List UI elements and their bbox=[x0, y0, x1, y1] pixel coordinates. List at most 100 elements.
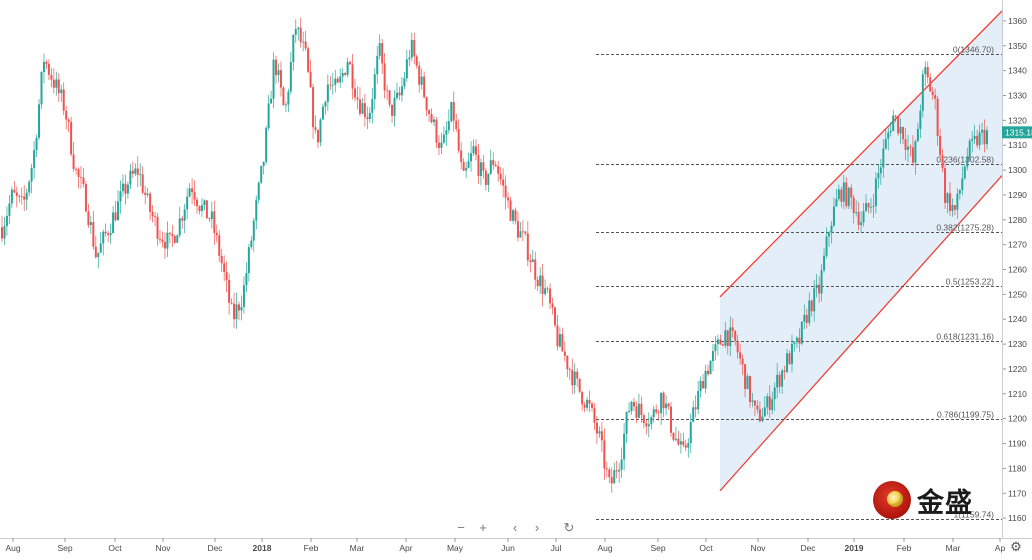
candle-body bbox=[144, 192, 147, 195]
candle-body bbox=[674, 438, 677, 440]
candle-body bbox=[324, 101, 327, 107]
candle-body bbox=[354, 88, 357, 98]
candle-body bbox=[60, 89, 63, 94]
candle-body bbox=[181, 218, 184, 221]
y-axis-tick-label: 1310 bbox=[1008, 140, 1027, 150]
candle-body bbox=[94, 246, 97, 258]
candle-body bbox=[556, 325, 559, 347]
candle-body bbox=[605, 468, 608, 470]
candle-body bbox=[284, 104, 287, 106]
candle-body bbox=[734, 330, 737, 342]
scroll-right-button[interactable]: › bbox=[534, 520, 540, 535]
scroll-left-button[interactable]: ‹ bbox=[512, 520, 518, 535]
zoom-in-button[interactable]: + bbox=[479, 520, 487, 535]
candle-body bbox=[292, 34, 295, 63]
candle-body bbox=[894, 115, 897, 117]
candle-body bbox=[307, 48, 310, 72]
candle-body bbox=[3, 226, 6, 239]
candle-body bbox=[553, 307, 556, 326]
candle-body bbox=[388, 90, 391, 105]
candle-body bbox=[795, 337, 798, 343]
candle-body bbox=[625, 412, 628, 434]
candle-body bbox=[781, 370, 784, 387]
candle-body bbox=[460, 150, 463, 163]
candle-body bbox=[368, 112, 371, 120]
candle-body bbox=[689, 421, 692, 443]
gear-icon[interactable]: ⚙ bbox=[1010, 539, 1022, 554]
candle-body bbox=[163, 242, 166, 249]
candle-body bbox=[344, 72, 347, 75]
candle-body bbox=[711, 350, 714, 362]
candle-body bbox=[907, 146, 910, 150]
candle-body bbox=[850, 187, 853, 198]
candle-body bbox=[492, 160, 495, 165]
candle-body bbox=[744, 364, 747, 389]
candle-body bbox=[753, 400, 756, 406]
candle-body bbox=[312, 87, 315, 128]
candle-body bbox=[808, 300, 811, 323]
candle-body bbox=[161, 239, 164, 243]
candle-body bbox=[435, 119, 438, 143]
candle-body bbox=[272, 59, 275, 99]
reset-chart-button[interactable]: ↻ bbox=[563, 520, 575, 535]
candle-body bbox=[512, 210, 515, 221]
candle-body bbox=[879, 167, 882, 174]
x-axis-tick-label: Feb bbox=[304, 543, 319, 553]
candle-body bbox=[136, 168, 139, 175]
candle-body bbox=[763, 407, 766, 417]
candle-body bbox=[519, 231, 522, 238]
candle-body bbox=[279, 70, 282, 88]
candle-body bbox=[52, 79, 55, 88]
chart-toolbar: − + ‹ › ↻ bbox=[452, 518, 578, 538]
candle-body bbox=[35, 137, 38, 151]
candle-body bbox=[104, 231, 107, 234]
x-axis-tick-label: Jun bbox=[501, 543, 515, 553]
candle-body bbox=[904, 139, 907, 150]
candle-body bbox=[82, 177, 85, 185]
candle-body bbox=[186, 196, 189, 210]
channel-upper-line bbox=[719, 10, 1003, 298]
zoom-out-button[interactable]: − bbox=[457, 520, 465, 535]
candle-body bbox=[119, 191, 122, 202]
candle-body bbox=[62, 89, 65, 111]
candle-body bbox=[702, 380, 705, 389]
candle-body bbox=[679, 441, 682, 445]
candle-body bbox=[1, 227, 3, 239]
candle-body bbox=[721, 344, 724, 346]
candle-body bbox=[620, 459, 623, 470]
fib-level-label: 0(1346.70) bbox=[953, 45, 994, 55]
candle-body bbox=[929, 77, 932, 92]
candle-body bbox=[534, 259, 537, 280]
candle-body bbox=[38, 104, 41, 138]
candle-body bbox=[805, 314, 808, 323]
candle-body bbox=[837, 189, 840, 200]
channel-fill bbox=[720, 11, 1002, 491]
candle-body bbox=[558, 334, 561, 347]
candle-body bbox=[615, 470, 618, 472]
candle-body bbox=[240, 306, 243, 311]
candle-body bbox=[433, 119, 436, 123]
candle-body bbox=[657, 412, 660, 414]
candle-body bbox=[867, 203, 870, 208]
candle-body bbox=[452, 102, 455, 121]
candle-body bbox=[67, 119, 70, 122]
candle-body bbox=[603, 440, 606, 469]
candle-body bbox=[410, 39, 413, 58]
candle-body bbox=[704, 370, 707, 389]
candle-body bbox=[304, 41, 307, 49]
candle-body bbox=[72, 154, 75, 170]
candle-body bbox=[551, 303, 554, 308]
x-axis-tick-label: Nov bbox=[750, 543, 766, 553]
candle-body bbox=[731, 327, 734, 331]
candle-body bbox=[408, 57, 411, 60]
candle-body bbox=[825, 236, 828, 256]
y-axis-tick-label: 1300 bbox=[1008, 165, 1027, 175]
candle-body bbox=[77, 169, 80, 178]
candle-body bbox=[586, 399, 589, 408]
candle-body bbox=[112, 212, 115, 234]
candle-body bbox=[642, 415, 645, 424]
candle-body bbox=[395, 92, 398, 98]
candle-body bbox=[89, 222, 92, 226]
candle-body bbox=[877, 173, 880, 179]
